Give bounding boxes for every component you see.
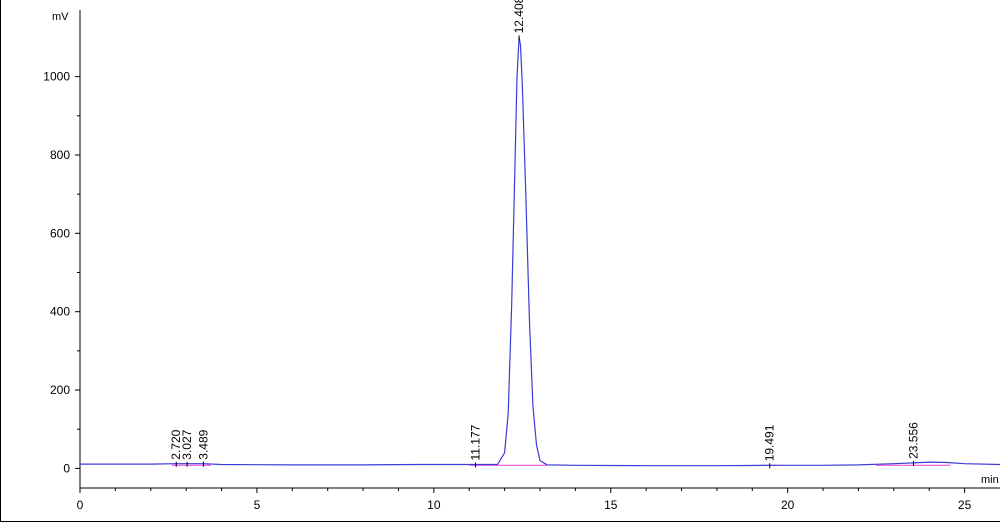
y-unit-label: mV bbox=[52, 11, 69, 23]
peak-label: 3.489 bbox=[197, 429, 211, 459]
peak-label: 11.177 bbox=[469, 424, 483, 460]
y-tick-label: 600 bbox=[50, 226, 70, 240]
peak-label: 23.556 bbox=[907, 422, 921, 459]
x-tick-label: 5 bbox=[254, 498, 261, 512]
x-tick-label: 10 bbox=[427, 498, 441, 512]
x-tick-label: 15 bbox=[604, 498, 618, 512]
peak-label: 12.408 bbox=[512, 0, 526, 33]
y-tick-label: 1000 bbox=[43, 70, 70, 84]
signal-trace bbox=[80, 37, 1000, 467]
x-tick-label: 0 bbox=[77, 498, 84, 512]
peak-label: 19.491 bbox=[763, 424, 777, 461]
y-tick-label: 200 bbox=[50, 383, 70, 397]
ticks: 0 200 400 600 800 1000 0 5 10 15 20 25 bbox=[43, 70, 971, 512]
x-unit-label: min bbox=[981, 474, 999, 486]
y-tick-label: 0 bbox=[63, 461, 70, 475]
peak-label: 3.027 bbox=[180, 429, 194, 459]
signal-trace-group bbox=[80, 37, 1000, 467]
y-tick-label: 400 bbox=[50, 305, 70, 319]
x-tick-label: 25 bbox=[958, 498, 972, 512]
peak-label: 2.720 bbox=[169, 429, 183, 459]
x-tick-label: 20 bbox=[781, 498, 795, 512]
y-tick-label: 800 bbox=[50, 148, 70, 162]
